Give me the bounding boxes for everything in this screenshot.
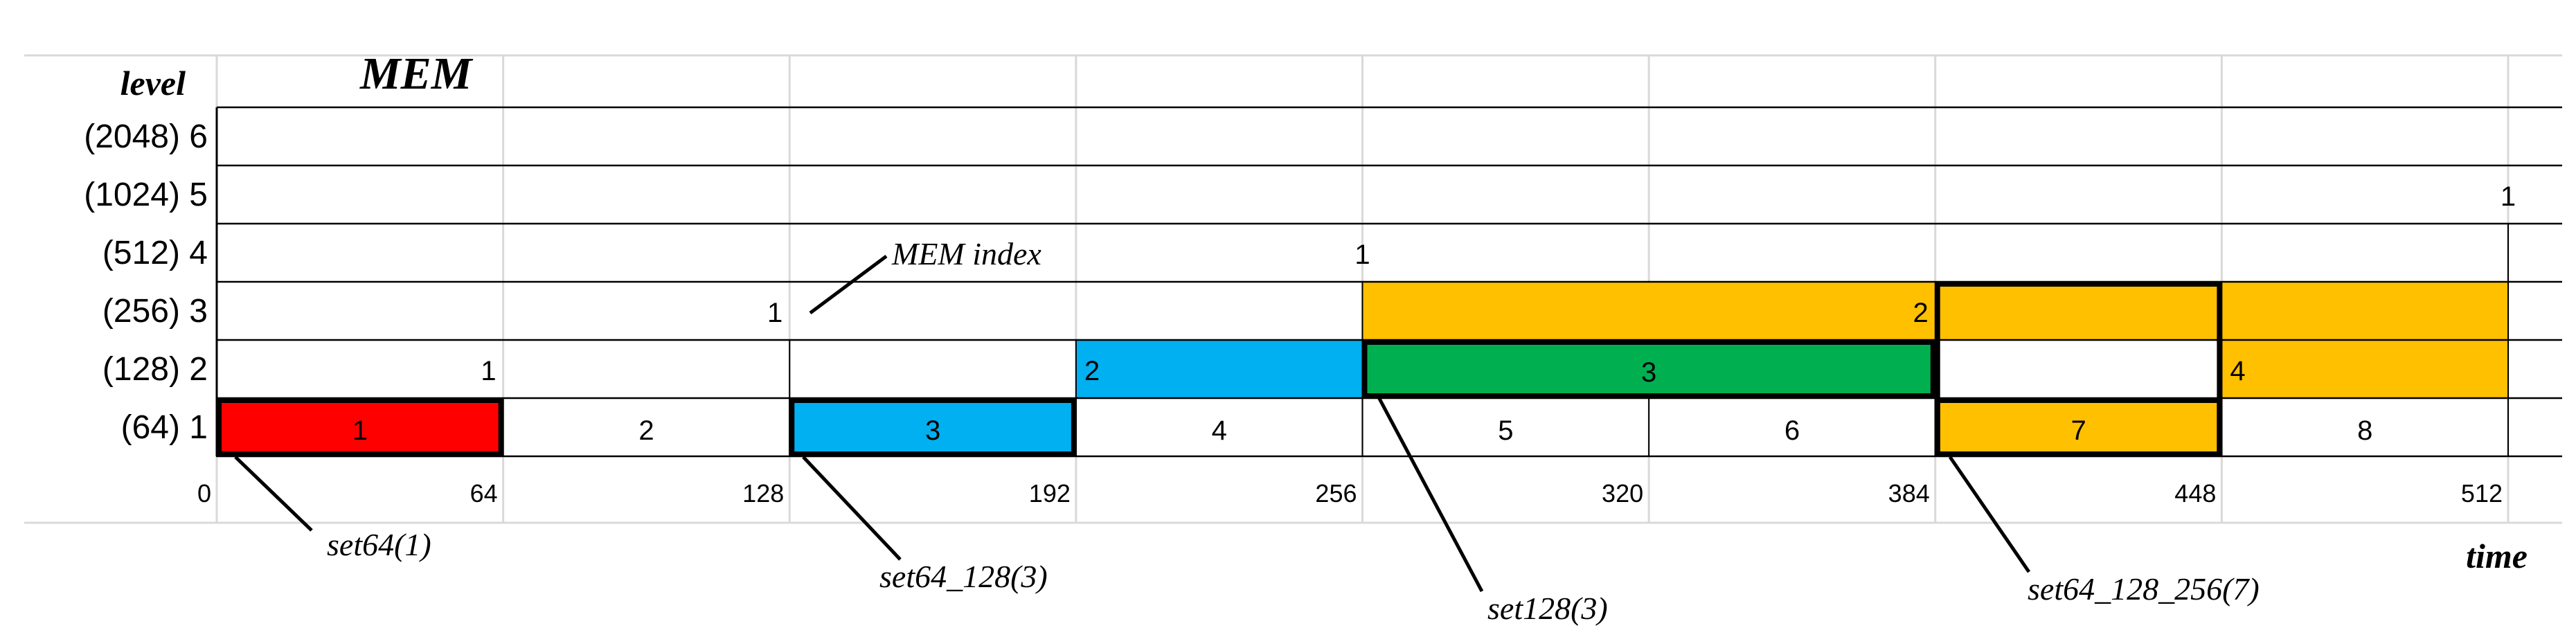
block-highlight-outline	[1361, 339, 1936, 399]
time-axis-label: time	[2466, 537, 2528, 575]
time-tick-label: 0	[197, 479, 211, 508]
memory-block-fill	[1075, 340, 1363, 398]
mem-title: MEM	[359, 48, 474, 99]
time-tick-label: 192	[1029, 479, 1071, 508]
set64-128-256-pointer-line	[1948, 456, 2031, 573]
set64-128-256-7-annotation: set64_128_256(7)	[2028, 571, 2260, 607]
time-tick-label: 256	[1315, 479, 1357, 508]
level-row-label: (2048) 6	[84, 118, 208, 155]
time-tick-label: 512	[2461, 479, 2503, 508]
set64-128-pointer-line	[802, 456, 902, 561]
level-axis-label: level	[120, 64, 186, 102]
block-highlight-outline	[216, 397, 504, 457]
block-number-label: 1	[352, 415, 368, 446]
block-highlight-outline	[1934, 281, 2223, 457]
mem-index-label: 2	[1084, 356, 1100, 386]
block-number-label: 8	[2357, 415, 2372, 446]
level-row-label: (128) 2	[102, 351, 208, 388]
mem-index-label: 1	[2501, 181, 2516, 212]
time-tick-label: 320	[1602, 479, 1643, 508]
level-row-label: (1024) 5	[84, 177, 208, 213]
memory-block-fill	[1362, 340, 1935, 398]
time-tick-label: 64	[470, 479, 498, 508]
block-number-label: 3	[1641, 357, 1656, 388]
mem-index-label: 1	[1354, 240, 1370, 270]
memory-block-fill	[1935, 398, 2222, 456]
set64-pointer-line	[234, 456, 313, 532]
time-tick-label: 384	[1888, 479, 1930, 508]
set64-128-3-annotation: set64_128(3)	[879, 559, 1048, 594]
mem-index-pointer-line	[809, 254, 888, 315]
time-tick-label: 448	[2174, 479, 2216, 508]
block-number-label: 5	[1498, 415, 1513, 446]
block-number-label: 4	[1212, 415, 1227, 446]
mem-index-label: 2	[1913, 298, 1929, 328]
set128-3-annotation: set128(3)	[1487, 591, 1608, 626]
level-row-label: (256) 3	[102, 293, 208, 330]
mem-index-label: 1	[767, 298, 782, 328]
memory-block-fill	[217, 398, 503, 456]
block-highlight-outline	[789, 397, 1077, 457]
set64-1-annotation: set64(1)	[327, 527, 431, 562]
mem-index-label: 1	[481, 356, 496, 386]
block-number-label: 7	[2070, 415, 2086, 446]
mem-index-label: 4	[2230, 356, 2245, 386]
memory-block-fill	[789, 398, 1076, 456]
mem-index-annotation: MEM index	[891, 236, 1041, 271]
level-row-label: (64) 1	[121, 409, 208, 446]
block-number-label: 3	[925, 415, 940, 446]
block-number-label: 6	[1785, 415, 1800, 446]
memory-block-fill	[2221, 340, 2508, 398]
set128-pointer-line	[1376, 395, 1484, 593]
block-number-label: 2	[638, 415, 654, 446]
level-row-label: (512) 4	[102, 235, 208, 271]
time-tick-label: 128	[742, 479, 784, 508]
